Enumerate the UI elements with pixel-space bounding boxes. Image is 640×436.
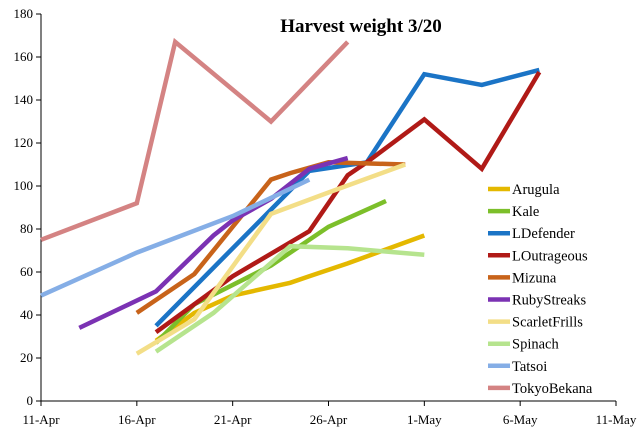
legend-label: Kale — [512, 204, 539, 220]
y-tick-label: 120 — [14, 135, 34, 150]
series-lines — [40, 37, 542, 356]
x-tick-label: 26-Apr — [310, 412, 348, 427]
y-tick-label: 100 — [14, 178, 34, 193]
x-tick-label: 21-Apr — [214, 412, 252, 427]
y-tick-label: 40 — [20, 307, 33, 322]
y-tick-label: 0 — [27, 393, 34, 408]
series-line-tokyobekana — [40, 37, 350, 242]
legend-label: ScarletFrills — [512, 315, 583, 331]
y-tick-label: 80 — [20, 221, 33, 236]
legend-label: Tatsoi — [512, 359, 547, 375]
y-tick-label: 60 — [20, 264, 33, 279]
axes: 0 20 40 60 80 100 120 140 160 180 11-Apr 16-Apr 21-A… — [14, 6, 637, 427]
y-tick-label: 160 — [14, 49, 34, 64]
series-line-spinach — [154, 243, 425, 354]
legend-label: LOutrageous — [512, 248, 588, 264]
x-tick-label: 1-May — [407, 412, 442, 427]
x-tick-label: 11-May — [596, 412, 637, 427]
series-line-tatsoi — [40, 177, 311, 298]
legend-label: Spinach — [512, 337, 559, 353]
legend-label: Arugula — [512, 182, 560, 198]
x-tick-label: 16-Apr — [118, 412, 156, 427]
legend: Arugula Kale LDefender LOutrageous Mizuna Rub… — [488, 182, 593, 397]
x-tick-label: 6-May — [503, 412, 538, 427]
y-tick-label: 180 — [14, 6, 34, 21]
series-line-loutrageous — [154, 70, 542, 335]
series-line-ldefender — [154, 67, 540, 328]
y-tick-label: 140 — [14, 92, 34, 107]
legend-label: TokyoBekana — [512, 381, 593, 397]
x-tick-label: 11-Apr — [22, 412, 60, 427]
y-tick-label: 20 — [20, 350, 33, 365]
series-line-rubystreaks — [78, 155, 349, 330]
series-line-scarletfrills — [135, 162, 406, 356]
legend-label: RubyStreaks — [512, 293, 586, 309]
legend-label: LDefender — [512, 226, 575, 242]
series-line-arugula — [154, 233, 426, 343]
legend-label: Mizuna — [512, 270, 557, 286]
chart-title: Harvest weight 3/20 — [280, 16, 441, 37]
series-line-mizuna — [135, 160, 406, 315]
